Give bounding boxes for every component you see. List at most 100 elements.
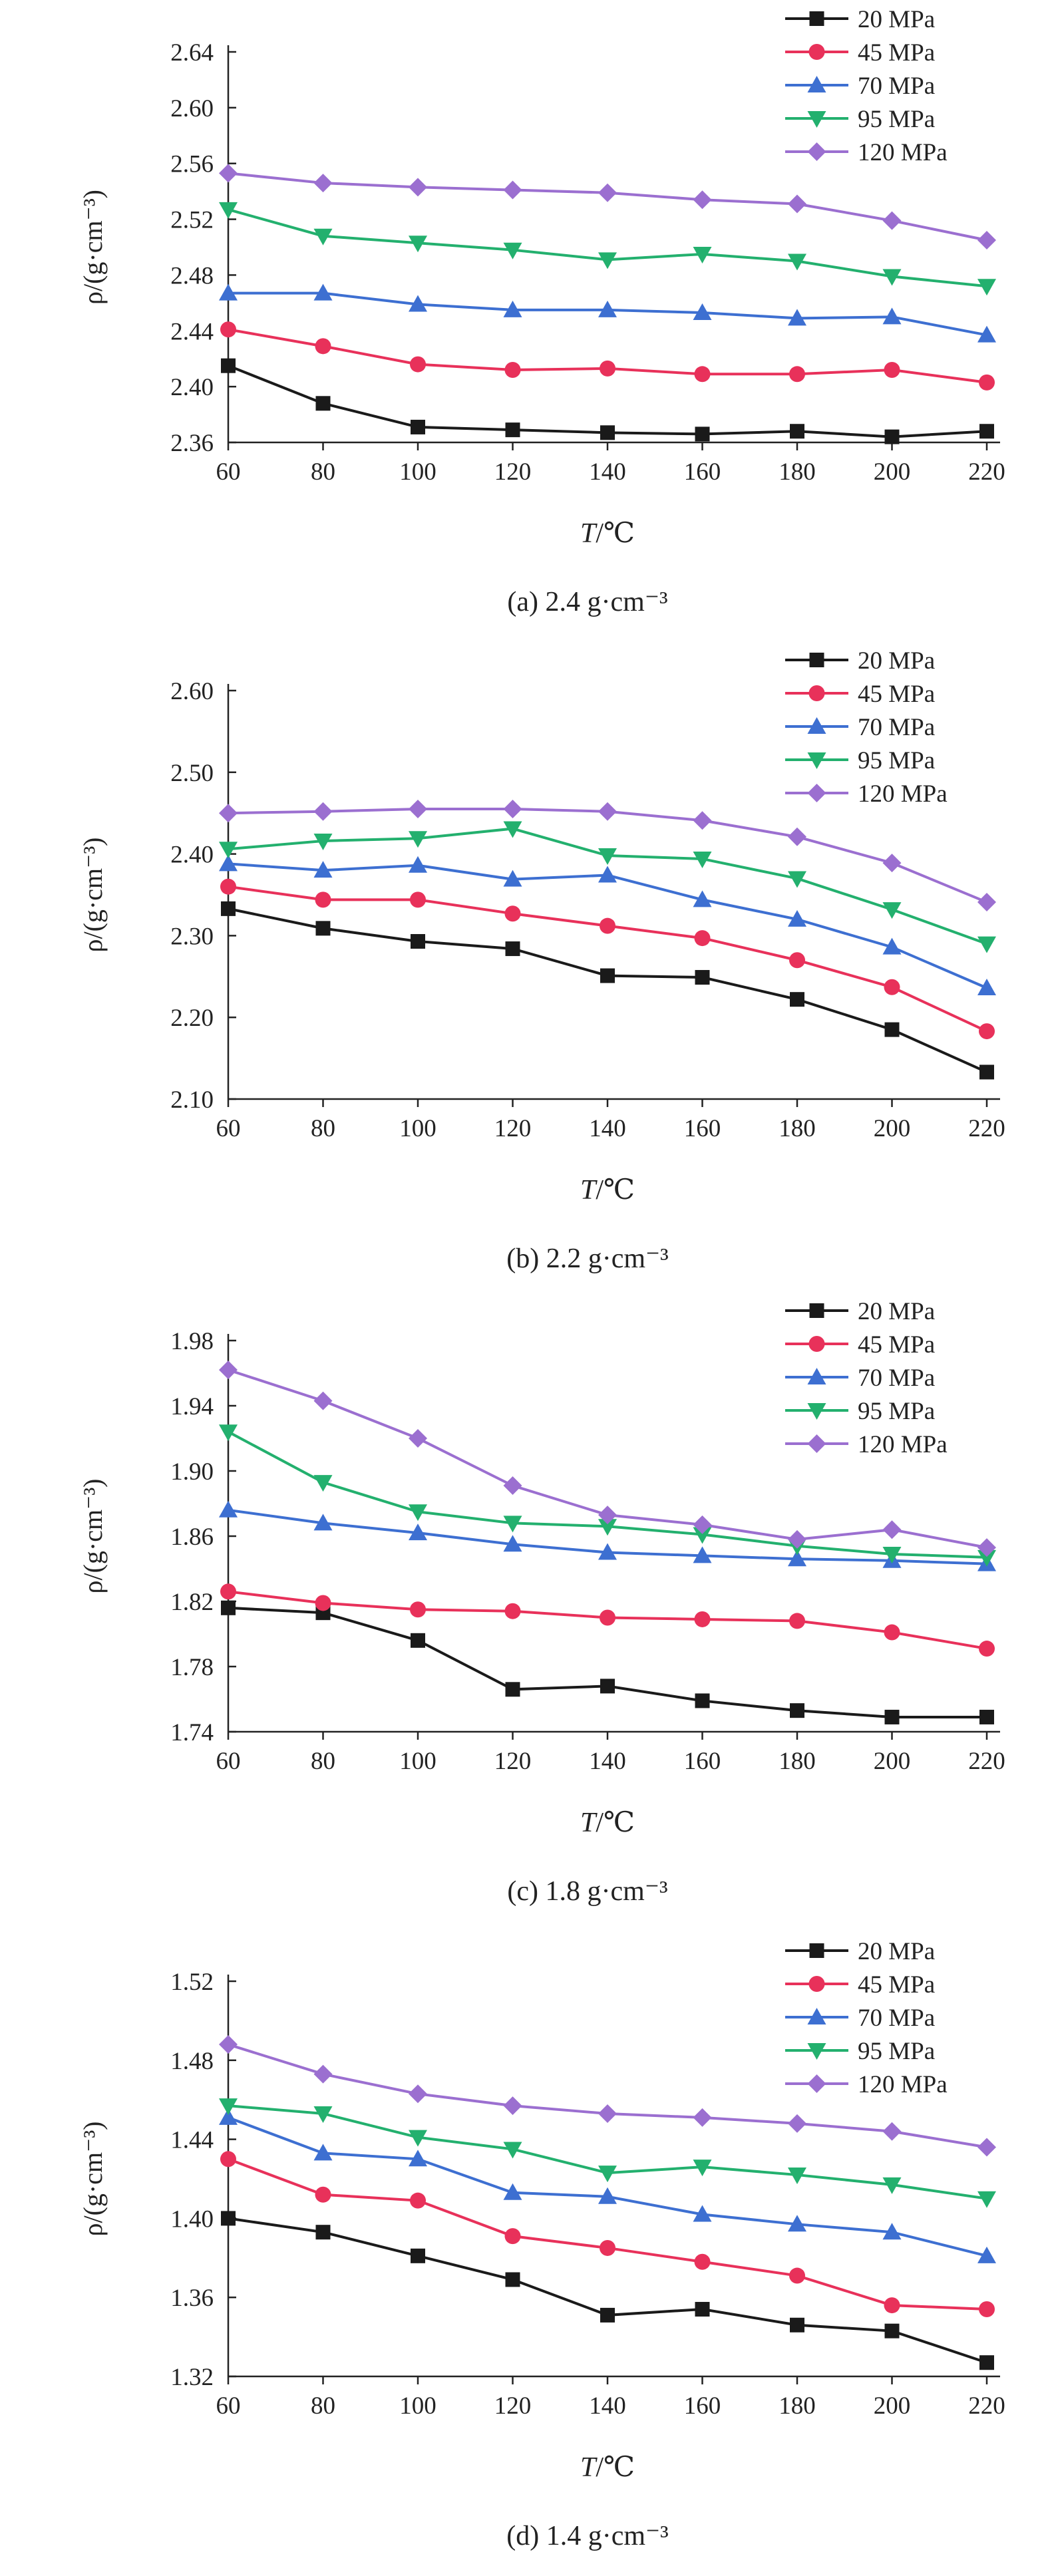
data-point	[505, 422, 520, 438]
y-tick-label: 1.90	[170, 1458, 214, 1486]
data-point	[788, 827, 806, 846]
data-point	[503, 300, 522, 317]
data-point	[884, 1022, 900, 1037]
legend-marker	[809, 1303, 824, 1318]
data-point	[789, 1613, 805, 1629]
data-point	[882, 211, 902, 230]
data-point	[977, 231, 996, 250]
data-point	[220, 321, 236, 338]
x-tick-label: 220	[968, 1115, 1005, 1142]
y-tick-label: 2.40	[170, 842, 214, 869]
data-point	[410, 1601, 426, 1618]
data-point	[411, 933, 425, 949]
data-point	[503, 242, 522, 259]
data-point	[977, 978, 996, 995]
legend: 20 MPa 45 MPa 70 MPa 95 MPa 120 MPa	[785, 1938, 948, 2098]
x-tick-label: 160	[684, 2392, 721, 2420]
x-tick-label: 200	[874, 458, 911, 486]
data-point	[221, 1600, 236, 1615]
data-point	[882, 902, 902, 919]
chart-caption: (b) 2.2 g·cm⁻³	[506, 1243, 669, 1274]
data-point	[788, 1530, 806, 1549]
series-95-mpa	[219, 202, 996, 296]
data-point	[600, 968, 615, 983]
data-point	[695, 426, 710, 442]
data-point	[600, 425, 615, 440]
data-point	[789, 366, 805, 383]
x-tick-label: 120	[494, 2392, 532, 2420]
data-point	[882, 1520, 902, 1539]
y-tick-label: 1.82	[170, 1589, 214, 1616]
data-point	[503, 2183, 522, 2200]
data-point	[315, 396, 331, 411]
legend-marker	[807, 784, 826, 802]
data-point	[315, 921, 331, 936]
chart-panel: 1.32 1.36 1.40 1.44 1.48 1.52 60 80 100 120 140 160…	[78, 1938, 1005, 2551]
data-point	[979, 374, 995, 391]
series-20-mpa	[221, 901, 994, 1080]
legend-marker	[808, 1976, 825, 1992]
series-45-mpa	[220, 878, 995, 1040]
chart-panel: 2.36 2.40 2.44 2.48 2.52 2.56 2.60 2.64 60 80 100 1…	[78, 6, 1005, 617]
x-tick-label: 60	[216, 2392, 241, 2420]
legend-label: 20 MPa	[858, 1298, 935, 1325]
data-point	[219, 1361, 238, 1380]
data-point	[504, 1603, 521, 1619]
series-70-mpa	[219, 283, 996, 343]
data-point	[219, 2035, 238, 2054]
data-point	[977, 2138, 996, 2157]
data-point	[411, 2248, 425, 2263]
data-point	[313, 2106, 333, 2123]
x-tick-label: 100	[399, 1748, 437, 1775]
data-point	[409, 1429, 427, 1448]
legend-label: 120 MPa	[858, 780, 948, 808]
data-point	[598, 2104, 617, 2123]
data-point	[884, 2323, 900, 2338]
data-point	[598, 2187, 617, 2204]
data-point	[315, 2186, 331, 2203]
x-tick-label: 80	[311, 1115, 335, 1142]
series-line	[228, 2116, 987, 2257]
data-point	[504, 905, 521, 922]
data-point	[882, 307, 902, 325]
data-point	[882, 2177, 902, 2194]
data-point	[313, 861, 333, 878]
x-tick-label: 220	[968, 458, 1005, 486]
data-point	[315, 2225, 331, 2240]
x-tick-label: 220	[968, 1748, 1005, 1775]
legend-label: 20 MPa	[858, 647, 935, 675]
series-45-mpa	[220, 2151, 995, 2318]
y-tick-label: 1.94	[170, 1393, 214, 1420]
data-point	[504, 2228, 521, 2245]
data-point	[788, 194, 806, 214]
y-tick-label: 1.36	[170, 2285, 214, 2312]
y-tick-label: 1.74	[170, 1719, 214, 1746]
data-point	[977, 279, 996, 296]
x-tick-label: 120	[494, 1748, 532, 1775]
data-point	[409, 831, 427, 848]
data-point	[788, 253, 806, 271]
y-tick-label: 1.32	[170, 2364, 214, 2391]
legend-marker	[807, 1434, 826, 1453]
series-line	[228, 885, 987, 1033]
legend-label: 20 MPa	[858, 1938, 935, 1965]
data-point	[503, 1516, 522, 1533]
x-tick-label: 160	[684, 1748, 721, 1775]
data-point	[313, 2064, 333, 2084]
legend-label: 20 MPa	[858, 6, 935, 33]
data-point	[505, 1682, 520, 1697]
x-tick-label: 180	[779, 2392, 816, 2420]
data-point	[884, 979, 900, 995]
data-point	[409, 1524, 427, 1541]
data-point	[693, 2160, 712, 2177]
chart-caption: (a) 2.4 g·cm⁻³	[507, 587, 667, 617]
legend-label: 95 MPa	[858, 2038, 935, 2065]
data-point	[694, 366, 711, 383]
data-point	[220, 1583, 236, 1600]
data-point	[788, 309, 806, 326]
data-point	[409, 856, 427, 873]
data-point	[790, 992, 804, 1007]
data-point	[790, 1703, 804, 1718]
data-point	[503, 2096, 522, 2116]
data-point	[977, 1538, 996, 1557]
